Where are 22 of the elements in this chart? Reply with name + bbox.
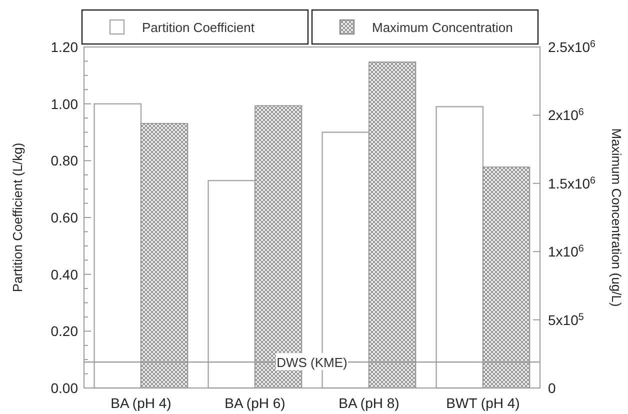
- x-tick-label: BA (pH 8): [338, 395, 400, 411]
- y2-tick-label: 1.5x10$^{6}$: [548, 174, 596, 192]
- y2-tick-label: 0: [548, 380, 556, 396]
- y2-axis-title: Maximum Concentration (ug/L): [609, 128, 624, 307]
- y-tick-label: 0.40: [50, 266, 78, 282]
- y-tick-label: 0.20: [50, 323, 78, 340]
- y-tick-label: 0.80: [50, 152, 78, 169]
- y2-tick-label: 2x10$^{6}$: [548, 106, 584, 124]
- y2-tick-label: 2.5x10$^{6}$: [548, 38, 596, 55]
- legend-label: Maximum Concentration: [372, 20, 513, 35]
- y2-tick-label: 5x10$^{5}$: [548, 311, 584, 328]
- legend-label: Partition Coefficient: [142, 20, 255, 35]
- x-tick-label: BA (pH 4): [110, 395, 172, 411]
- y2-tick-label: 1x10$^{6}$: [548, 243, 584, 260]
- y-tick-label: 1.20: [50, 39, 78, 55]
- y-tick-label: 0.00: [50, 380, 78, 396]
- x-tick-label: BWT (pH 4): [446, 395, 520, 411]
- y-tick-label: 0.60: [50, 210, 78, 226]
- x-tick-label: BA (pH 6): [224, 395, 286, 411]
- y-tick-label: 1.00: [50, 96, 78, 112]
- y-axis-title: Partition Coefficient (L/kg): [10, 142, 25, 292]
- ref-line-label: DWS (KME): [276, 355, 348, 370]
